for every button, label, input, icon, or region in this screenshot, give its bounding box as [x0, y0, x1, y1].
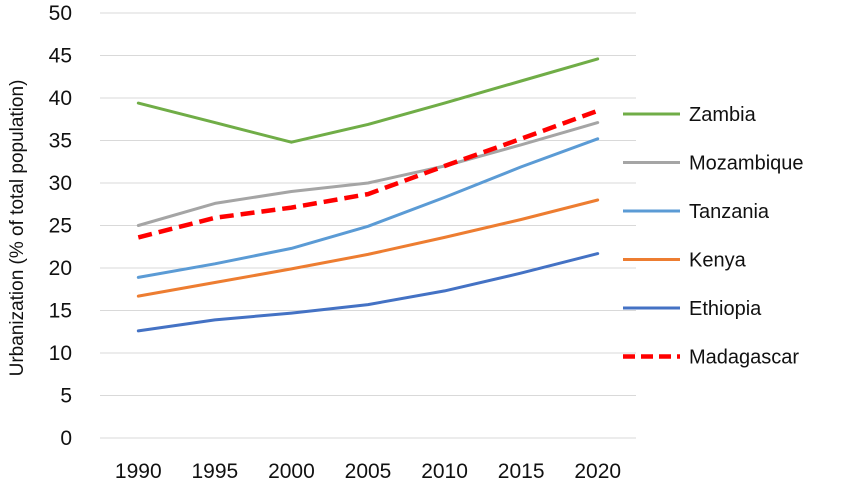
legend-label-mozambique: Mozambique	[689, 153, 804, 175]
y-tick-label: 20	[49, 257, 72, 280]
y-tick-label: 10	[49, 342, 72, 365]
x-tick-label: 2015	[498, 460, 545, 483]
series-line-zambia	[136, 57, 600, 144]
y-tick-label: 0	[60, 427, 72, 450]
y-tick-label: 40	[49, 87, 72, 110]
series-line-mozambique	[136, 121, 600, 227]
x-tick-label: 1995	[191, 460, 238, 483]
series-line-ethiopia	[136, 252, 600, 333]
y-tick-label: 50	[49, 2, 72, 25]
y-tick-label: 25	[49, 215, 72, 238]
x-tick-label: 2000	[268, 460, 315, 483]
legend-label-tanzania: Tanzania	[689, 201, 770, 223]
y-axis-label: Urbanization (% of total population)	[7, 80, 28, 377]
x-tick-label: 2020	[574, 460, 621, 483]
y-axis-ticks: 0 5 10 15 20 25 30 35 40 45 50	[49, 2, 72, 450]
y-tick-label: 5	[60, 385, 72, 408]
y-tick-label: 45	[49, 45, 72, 68]
y-tick-label: 15	[49, 300, 72, 323]
legend-label-kenya: Kenya	[689, 250, 747, 272]
series-lines	[136, 57, 600, 333]
series-line-kenya	[136, 198, 600, 298]
series-line-tanzania	[136, 137, 600, 279]
y-tick-label: 35	[49, 130, 72, 153]
x-tick-label: 1990	[115, 460, 162, 483]
x-tick-label: 2010	[421, 460, 468, 483]
x-axis-ticks: 1990 1995 2000 2005 2010 2015 2020	[115, 460, 621, 483]
legend-label-ethiopia: Ethiopia	[689, 298, 762, 320]
legend-label-madagascar: Madagascar	[689, 347, 799, 369]
series-line-madagascar	[137, 108, 599, 240]
y-tick-label: 30	[49, 172, 72, 195]
legend-label-zambia: Zambia	[689, 104, 757, 126]
x-tick-label: 2005	[345, 460, 392, 483]
legend: Zambia Mozambique Tanzania Kenya Ethiopia Mad…	[623, 104, 804, 369]
